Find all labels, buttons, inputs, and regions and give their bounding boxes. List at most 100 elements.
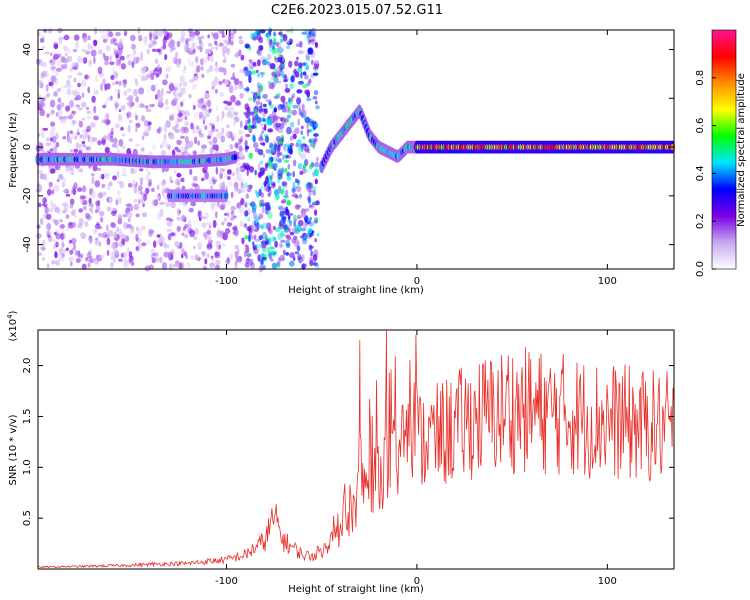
noise-speck-0-451 xyxy=(160,235,165,244)
noise-speck-0-329 xyxy=(198,111,204,119)
noise-speck-0-1173 xyxy=(51,135,57,144)
noise-speck-1-570 xyxy=(266,150,273,154)
noise-speck-0-176 xyxy=(159,256,163,264)
noise-speck-0-1198 xyxy=(67,135,72,143)
noise-speck-0-971 xyxy=(78,120,81,127)
noise-speck-0-181 xyxy=(199,114,202,120)
noise-speck-1-359 xyxy=(297,256,303,264)
noise-speck-0-1175 xyxy=(203,109,210,118)
noise-speck-1-490 xyxy=(278,140,283,145)
noise-speck-0-258 xyxy=(63,187,70,193)
noise-speck-1-587 xyxy=(252,114,257,121)
noise-speck-1-165 xyxy=(301,31,308,35)
noise-speck-1-218 xyxy=(288,97,292,103)
noise-speck-0-675 xyxy=(192,183,199,187)
noise-speck-1-179 xyxy=(297,162,303,170)
noise-speck-0-1032 xyxy=(120,55,125,61)
noise-speck-1-155 xyxy=(298,151,301,156)
noise-speck-0-1239 xyxy=(189,229,196,238)
noise-speck-1-442 xyxy=(268,181,271,188)
noise-speck-1-326 xyxy=(288,107,292,115)
noise-speck-1-606 xyxy=(279,242,282,249)
colorbar-gradient xyxy=(711,29,737,270)
noise-speck-0-194 xyxy=(86,125,92,133)
noise-speck-0-421 xyxy=(141,115,146,122)
noise-speck-0-124 xyxy=(48,237,52,244)
noise-speck-0-1260 xyxy=(47,234,51,238)
noise-speck-1-143 xyxy=(283,249,286,256)
noise-speck-0-1156 xyxy=(148,178,153,186)
noise-speck-1-622 xyxy=(246,86,250,93)
noise-speck-0-740 xyxy=(102,52,106,58)
noise-speck-0-807 xyxy=(72,221,76,228)
noise-speck-0-1268 xyxy=(159,67,163,74)
noise-speck-0-30 xyxy=(87,202,94,208)
noise-speck-0-249 xyxy=(171,46,176,51)
noise-speck-0-849 xyxy=(240,187,246,193)
noise-speck-0-703 xyxy=(40,142,44,151)
noise-speck-0-56 xyxy=(60,64,65,70)
noise-speck-0-836 xyxy=(69,112,75,117)
noise-speck-0-941 xyxy=(115,31,121,37)
noise-speck-0-1007 xyxy=(75,95,82,101)
noise-speck-1-637 xyxy=(313,139,317,146)
noise-speck-1-492 xyxy=(261,243,267,249)
noise-speck-1-327 xyxy=(250,262,255,269)
noise-speck-0-1169 xyxy=(230,32,235,40)
noise-speck-1-519 xyxy=(312,201,317,205)
noise-speck-1-603 xyxy=(315,41,318,49)
noise-speck-0-821 xyxy=(92,164,98,172)
noise-speck-0-1018 xyxy=(103,172,110,176)
noise-speck-0-560 xyxy=(97,226,103,230)
noise-speck-1-597 xyxy=(253,142,259,149)
noise-speck-0-993 xyxy=(206,247,212,251)
noise-speck-0-1255 xyxy=(85,50,91,55)
noise-speck-0-681 xyxy=(141,147,145,152)
noise-speck-0-262 xyxy=(72,61,76,67)
noise-speck-0-900 xyxy=(215,88,218,94)
noise-speck-0-524 xyxy=(68,256,74,262)
noise-speck-0-883 xyxy=(69,67,73,73)
noise-speck-0-545 xyxy=(77,82,82,88)
noise-speck-0-330 xyxy=(207,235,212,242)
noise-speck-1-369 xyxy=(308,39,315,43)
noise-speck-1-434 xyxy=(261,138,265,142)
noise-speck-0-1085 xyxy=(90,45,94,49)
noise-speck-0-1154 xyxy=(219,172,223,180)
noise-speck-0-157 xyxy=(147,181,152,187)
noise-speck-0-156 xyxy=(233,176,240,184)
colorbar-tick-label-1: 0.2 xyxy=(695,213,706,229)
noise-speck-0-434 xyxy=(133,186,138,194)
noise-speck-0-529 xyxy=(72,66,77,70)
noise-speck-1-56 xyxy=(246,257,250,262)
noise-speck-1-151 xyxy=(257,73,260,78)
noise-speck-0-996 xyxy=(77,250,81,258)
noise-speck-0-79 xyxy=(161,88,164,96)
noise-speck-0-1306 xyxy=(136,104,142,108)
noise-speck-0-1165 xyxy=(49,183,52,189)
noise-speck-0-738 xyxy=(87,262,91,268)
noise-speck-0-912 xyxy=(146,48,150,55)
noise-speck-0-702 xyxy=(226,200,232,206)
noise-speck-0-1226 xyxy=(141,212,147,218)
noise-speck-0-384 xyxy=(184,234,189,239)
noise-speck-0-413 xyxy=(223,67,227,76)
noise-speck-0-465 xyxy=(175,260,180,265)
noise-speck-1-288 xyxy=(260,199,265,205)
noise-speck-0-884 xyxy=(101,173,105,180)
noise-speck-0-1172 xyxy=(177,112,183,117)
noise-speck-1-655 xyxy=(243,182,248,189)
noise-speck-1-634 xyxy=(284,159,289,163)
noise-speck-0-1321 xyxy=(168,251,174,256)
noise-speck-0-471 xyxy=(239,68,244,74)
noise-speck-0-1139 xyxy=(118,109,122,113)
spectrogram-panel: -40 -20 0 20 40 -100 0 100 Height of straight … xyxy=(8,26,675,296)
noise-speck-1-534 xyxy=(265,98,271,103)
noise-speck-1-694 xyxy=(271,50,275,55)
noise-speck-0-409 xyxy=(161,139,168,147)
noise-speck-0-58 xyxy=(115,81,119,85)
noise-speck-1-614 xyxy=(260,101,263,109)
noise-speck-1-134 xyxy=(243,87,250,92)
noise-speck-1-538 xyxy=(282,56,285,63)
